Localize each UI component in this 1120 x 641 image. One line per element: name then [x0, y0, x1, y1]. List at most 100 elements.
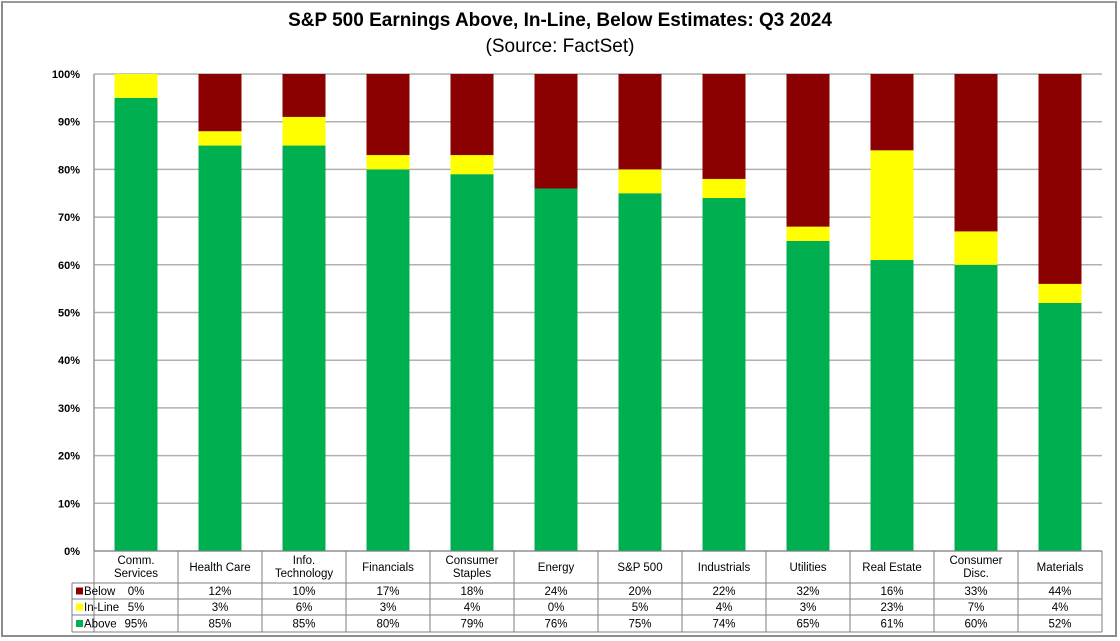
- data-label: 44%: [1048, 586, 1071, 598]
- data-label: 60%: [964, 619, 987, 631]
- category-label: Financials: [362, 562, 414, 574]
- bar-inline-6: [618, 169, 662, 194]
- y-tick-label: 60%: [58, 260, 80, 272]
- data-label: 75%: [628, 619, 651, 631]
- bar-above-8: [786, 240, 830, 551]
- data-label: 80%: [376, 619, 399, 631]
- data-label: 0%: [548, 602, 565, 614]
- bar-above-10: [954, 264, 998, 551]
- data-label: 0%: [128, 586, 145, 598]
- data-label: 65%: [796, 619, 819, 631]
- y-tick-label: 80%: [58, 164, 80, 176]
- bar-inline-7: [702, 178, 746, 199]
- data-label: 23%: [880, 602, 903, 614]
- bar-above-0: [114, 97, 158, 551]
- y-tick-label: 10%: [58, 498, 80, 510]
- category-label: Consumer: [949, 555, 1002, 567]
- bar-inline-4: [450, 155, 494, 175]
- data-label: 24%: [544, 586, 567, 598]
- bar-below-10: [954, 74, 998, 232]
- data-label: 74%: [712, 619, 735, 631]
- data-label: 3%: [800, 602, 817, 614]
- data-label: 10%: [292, 586, 315, 598]
- legend-swatch-inline: [76, 603, 83, 611]
- bar-inline-1: [198, 131, 242, 146]
- bar-inline-11: [1038, 283, 1082, 303]
- category-label: Staples: [453, 568, 492, 580]
- bar-inline-10: [954, 231, 998, 265]
- y-tick-label: 30%: [58, 403, 80, 415]
- data-label: 33%: [964, 586, 987, 598]
- data-label: 17%: [376, 586, 399, 598]
- category-label: Health Care: [189, 562, 250, 574]
- category-label: Energy: [538, 562, 575, 574]
- data-label: 79%: [460, 619, 483, 631]
- bar-below-8: [786, 74, 830, 227]
- data-label: 85%: [292, 619, 315, 631]
- bar-below-11: [1038, 74, 1082, 284]
- y-tick-label: 70%: [58, 212, 80, 224]
- bar-below-3: [366, 74, 410, 156]
- bar-inline-9: [870, 150, 914, 261]
- category-label: Consumer: [445, 555, 498, 567]
- data-label: 4%: [1052, 602, 1069, 614]
- y-tick-label: 20%: [58, 451, 80, 463]
- data-label: 61%: [880, 619, 903, 631]
- data-label: 16%: [880, 586, 903, 598]
- data-label: 32%: [796, 586, 819, 598]
- bar-above-7: [702, 198, 746, 551]
- y-tick-label: 0%: [64, 546, 80, 558]
- data-label: 12%: [208, 586, 231, 598]
- category-label: Technology: [275, 568, 333, 580]
- data-label: 22%: [712, 586, 735, 598]
- data-label: 52%: [1048, 619, 1071, 631]
- legend-label-inline: In-Line: [84, 602, 119, 614]
- data-label: 76%: [544, 619, 567, 631]
- bar-below-5: [534, 74, 578, 189]
- category-label: Real Estate: [862, 562, 921, 574]
- bar-above-4: [450, 174, 494, 552]
- category-label: Materials: [1037, 562, 1084, 574]
- bar-above-3: [366, 169, 410, 551]
- bar-inline-0: [114, 74, 158, 98]
- bar-inline-8: [786, 226, 830, 241]
- bar-below-1: [198, 74, 242, 132]
- category-label: Comm.: [117, 555, 154, 567]
- data-label: 5%: [128, 602, 145, 614]
- bar-below-4: [450, 74, 494, 156]
- bar-inline-2: [282, 116, 326, 146]
- bar-below-6: [618, 74, 662, 170]
- chart-title: S&P 500 Earnings Above, In-Line, Below E…: [288, 10, 832, 31]
- data-label: 5%: [632, 602, 649, 614]
- y-tick-label: 50%: [58, 308, 80, 320]
- data-label: 3%: [380, 602, 397, 614]
- bar-inline-3: [366, 155, 410, 170]
- bar-above-11: [1038, 302, 1082, 551]
- bar-below-2: [282, 74, 326, 117]
- bar-above-9: [870, 260, 914, 551]
- y-tick-label: 90%: [58, 117, 80, 129]
- legend-swatch-above: [76, 620, 83, 627]
- bar-below-7: [702, 74, 746, 179]
- bar-below-9: [870, 74, 914, 151]
- data-label: 7%: [968, 602, 985, 614]
- data-label: 4%: [716, 602, 733, 614]
- chart-subtitle: (Source: FactSet): [485, 36, 635, 57]
- data-label: 6%: [296, 602, 313, 614]
- data-label: 85%: [208, 619, 231, 631]
- legend-swatch-below: [76, 587, 83, 595]
- data-label: 3%: [212, 602, 229, 614]
- bar-above-6: [618, 193, 662, 551]
- data-label: 4%: [464, 602, 481, 614]
- legend-label-below: Below: [84, 586, 116, 598]
- legend-label-above: Above: [84, 619, 117, 631]
- bar-above-5: [534, 188, 578, 552]
- data-label: 20%: [628, 586, 651, 598]
- y-tick-label: 100%: [52, 69, 80, 81]
- category-label: S&P 500: [617, 562, 662, 574]
- y-tick-label: 40%: [58, 355, 80, 367]
- category-label: Disc.: [963, 568, 989, 580]
- category-label: Utilities: [789, 562, 826, 574]
- data-label: 18%: [460, 586, 483, 598]
